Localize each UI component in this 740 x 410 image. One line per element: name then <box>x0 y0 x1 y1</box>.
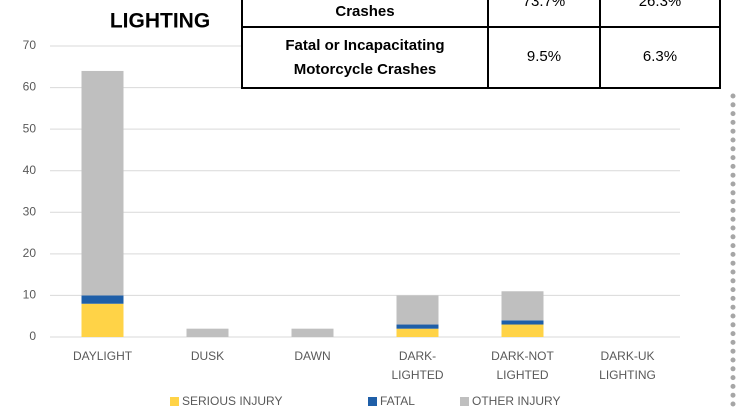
bar-segment <box>501 324 544 337</box>
table-cell: 9.5% <box>527 48 561 65</box>
bar-segment <box>501 320 544 325</box>
bar-segment <box>291 328 334 337</box>
table-cell: Fatal or Incapacitating Motorcycle Crashe… <box>285 37 444 78</box>
bar-segment <box>81 303 124 337</box>
x-tick-label: DAYLIGHT <box>73 349 133 363</box>
x-tick-label: DARK-LIGHTED <box>391 349 443 382</box>
y-tick-label: 40 <box>23 163 37 177</box>
table-cell: 73.7% <box>523 0 566 10</box>
table-cell: Crashes <box>335 3 394 20</box>
legend-swatch <box>460 397 469 406</box>
y-tick-label: 30 <box>23 204 37 218</box>
legend-label: OTHER INJURY <box>472 394 560 408</box>
chart-title: LIGHTING <box>110 10 210 33</box>
y-tick-label: 50 <box>23 121 37 135</box>
table-cell: 26.3% <box>639 0 682 10</box>
bar-segment <box>186 328 229 337</box>
y-tick-label: 70 <box>23 38 37 52</box>
bar-segment <box>81 70 124 296</box>
bar-segment <box>396 295 439 325</box>
bar-segment <box>396 328 439 337</box>
legend-swatch <box>170 397 179 406</box>
bar-segment <box>501 291 544 321</box>
x-tick-label: DAWN <box>294 349 330 363</box>
table-cell: 6.3% <box>643 48 677 65</box>
y-tick-label: 60 <box>23 80 37 94</box>
y-tick-label: 20 <box>23 246 37 260</box>
x-tick-label: DARK-NOT LIGHTED <box>491 349 554 382</box>
legend-label: FATAL <box>380 394 415 408</box>
y-tick-label: 10 <box>23 288 37 302</box>
legend-swatch <box>368 397 377 406</box>
bar-segment <box>81 295 124 304</box>
bar-segment <box>396 324 439 329</box>
y-tick-label: 0 <box>29 329 36 343</box>
table-box <box>241 0 721 89</box>
x-tick-label: DARK-UK LIGHTING <box>599 349 656 382</box>
x-tick-label: DUSK <box>191 349 224 363</box>
legend-label: SERIOUS INJURY <box>182 394 282 408</box>
